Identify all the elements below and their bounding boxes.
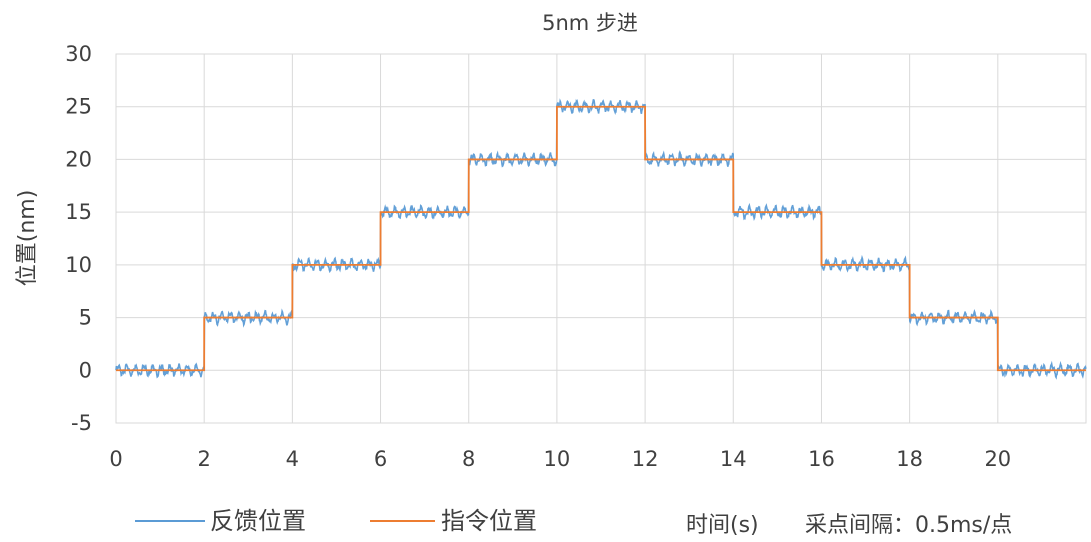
x-axis-tick-labels: 0 2 4 6 8 10 12 14 16 18 20	[109, 447, 1011, 471]
series-layer	[115, 98, 1087, 380]
y-axis-title: 位置(nm)	[15, 190, 40, 287]
x-tick-label: 2	[197, 447, 210, 471]
y-tick-label: 10	[65, 253, 92, 277]
plot-area-border	[115, 53, 1087, 424]
y-tick-label: 25	[65, 95, 92, 119]
x-tick-label: 0	[109, 447, 122, 471]
y-tick-label: 15	[65, 200, 92, 224]
y-axis-tick-labels: -5 0 5 10 15 20 25 30	[65, 42, 92, 435]
legend-label-feedback: 反馈位置	[210, 507, 306, 535]
x-tick-label: 18	[896, 447, 923, 471]
legend: 反馈位置 指令位置	[135, 507, 537, 535]
sample-interval-note: 采点间隔：0.5ms/点	[805, 513, 1012, 538]
x-tick-label: 6	[374, 447, 387, 471]
x-tick-label: 8	[462, 447, 475, 471]
x-tick-label: 16	[808, 447, 835, 471]
x-tick-label: 12	[632, 447, 659, 471]
x-tick-label: 4	[286, 447, 299, 471]
x-axis-title: 时间(s)	[686, 513, 759, 538]
y-tick-label: -5	[71, 411, 92, 435]
x-tick-label: 10	[544, 447, 571, 471]
chart-title: 5nm 步进	[542, 11, 638, 35]
legend-label-command: 指令位置	[441, 507, 537, 535]
y-tick-label: 0	[79, 358, 92, 382]
y-tick-label: 5	[79, 306, 92, 330]
grid-lines	[115, 53, 1086, 424]
y-tick-label: 30	[65, 42, 92, 66]
series-line-command	[116, 105, 1086, 372]
y-tick-label: 20	[65, 147, 92, 171]
series-line-feedback	[115, 98, 1087, 380]
x-tick-label: 20	[984, 447, 1011, 471]
x-tick-label: 14	[720, 447, 747, 471]
